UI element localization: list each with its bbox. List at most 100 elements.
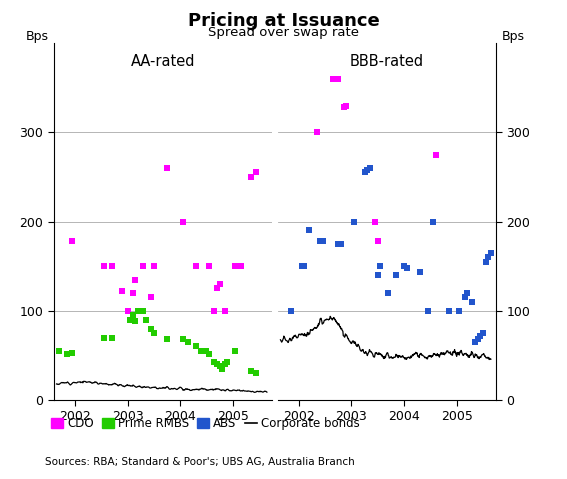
Point	[107, 262, 116, 270]
Text: AA-rated: AA-rated	[131, 54, 195, 69]
Point	[131, 318, 140, 325]
Point	[215, 280, 224, 288]
Point	[236, 262, 245, 270]
Point	[350, 217, 359, 226]
Point	[202, 347, 211, 355]
Point	[210, 359, 219, 366]
Point	[373, 237, 382, 245]
Point	[371, 217, 380, 226]
Point	[131, 276, 140, 284]
Point	[400, 262, 409, 270]
Point	[139, 262, 148, 270]
Point	[178, 335, 187, 343]
Point	[373, 271, 382, 279]
Point	[231, 347, 240, 355]
Point	[455, 307, 464, 315]
Point	[471, 338, 480, 346]
Point	[178, 217, 187, 226]
Point	[118, 287, 127, 295]
Point	[149, 329, 158, 337]
Point	[392, 271, 401, 279]
Point	[221, 307, 230, 315]
Point	[107, 334, 116, 342]
Point	[215, 362, 224, 370]
Point	[133, 307, 142, 315]
Point	[297, 262, 306, 270]
Point	[213, 360, 222, 368]
Point	[99, 334, 108, 342]
Point	[67, 349, 77, 356]
Point	[286, 307, 295, 315]
Legend: CDO, Prime RMBS, ABS, Corporate bonds: CDO, Prime RMBS, ABS, Corporate bonds	[51, 417, 359, 430]
Point	[342, 102, 351, 109]
Point	[252, 169, 261, 176]
Point	[334, 240, 343, 248]
Point	[162, 335, 171, 343]
Text: Pricing at Issuance: Pricing at Issuance	[188, 12, 379, 30]
Point	[252, 369, 261, 377]
Point	[191, 262, 200, 270]
Point	[247, 173, 256, 181]
Point	[141, 316, 150, 323]
Point	[147, 294, 156, 301]
Point	[139, 307, 148, 315]
Point	[184, 338, 193, 346]
Point	[463, 289, 472, 297]
Point	[126, 316, 135, 323]
Point	[128, 289, 137, 297]
Point	[479, 329, 488, 337]
Point	[231, 262, 240, 270]
Point	[376, 262, 385, 270]
Point	[313, 128, 322, 136]
Point	[223, 359, 232, 366]
Point	[339, 103, 348, 111]
Point	[218, 365, 227, 373]
Point	[213, 285, 222, 292]
Point	[315, 237, 324, 245]
Point	[221, 360, 230, 368]
Point	[67, 237, 77, 245]
Point	[305, 227, 314, 234]
Text: Bps: Bps	[501, 30, 524, 43]
Point	[363, 166, 372, 173]
Point	[431, 151, 440, 159]
Point	[191, 342, 200, 350]
Point	[205, 262, 214, 270]
Point	[481, 258, 490, 265]
Point	[415, 269, 424, 276]
Point	[162, 164, 171, 172]
Point	[334, 75, 343, 82]
Point	[147, 325, 156, 332]
Point	[360, 169, 369, 176]
Point	[197, 347, 206, 355]
Text: BBB-rated: BBB-rated	[350, 54, 424, 69]
Point	[445, 307, 454, 315]
Point	[62, 350, 71, 357]
Point	[247, 367, 256, 375]
Point	[318, 237, 327, 245]
Point	[205, 350, 214, 357]
Point	[384, 289, 393, 297]
Point	[468, 298, 477, 306]
Point	[460, 294, 469, 301]
Point	[423, 307, 432, 315]
Point	[429, 217, 438, 226]
Point	[486, 249, 496, 257]
Point	[484, 253, 493, 261]
Text: Sources: RBA; Standard & Poor's; UBS AG, Australia Branch: Sources: RBA; Standard & Poor's; UBS AG,…	[45, 457, 355, 467]
Point	[123, 307, 132, 315]
Text: Spread over swap rate: Spread over swap rate	[208, 26, 359, 39]
Text: Bps: Bps	[26, 30, 49, 43]
Point	[128, 311, 137, 319]
Point	[210, 307, 219, 315]
Point	[365, 164, 374, 172]
Point	[473, 335, 483, 343]
Point	[299, 262, 308, 270]
Point	[402, 264, 411, 272]
Point	[99, 262, 108, 270]
Point	[336, 240, 345, 248]
Point	[328, 75, 337, 82]
Point	[54, 347, 64, 355]
Point	[476, 332, 485, 340]
Point	[149, 262, 158, 270]
